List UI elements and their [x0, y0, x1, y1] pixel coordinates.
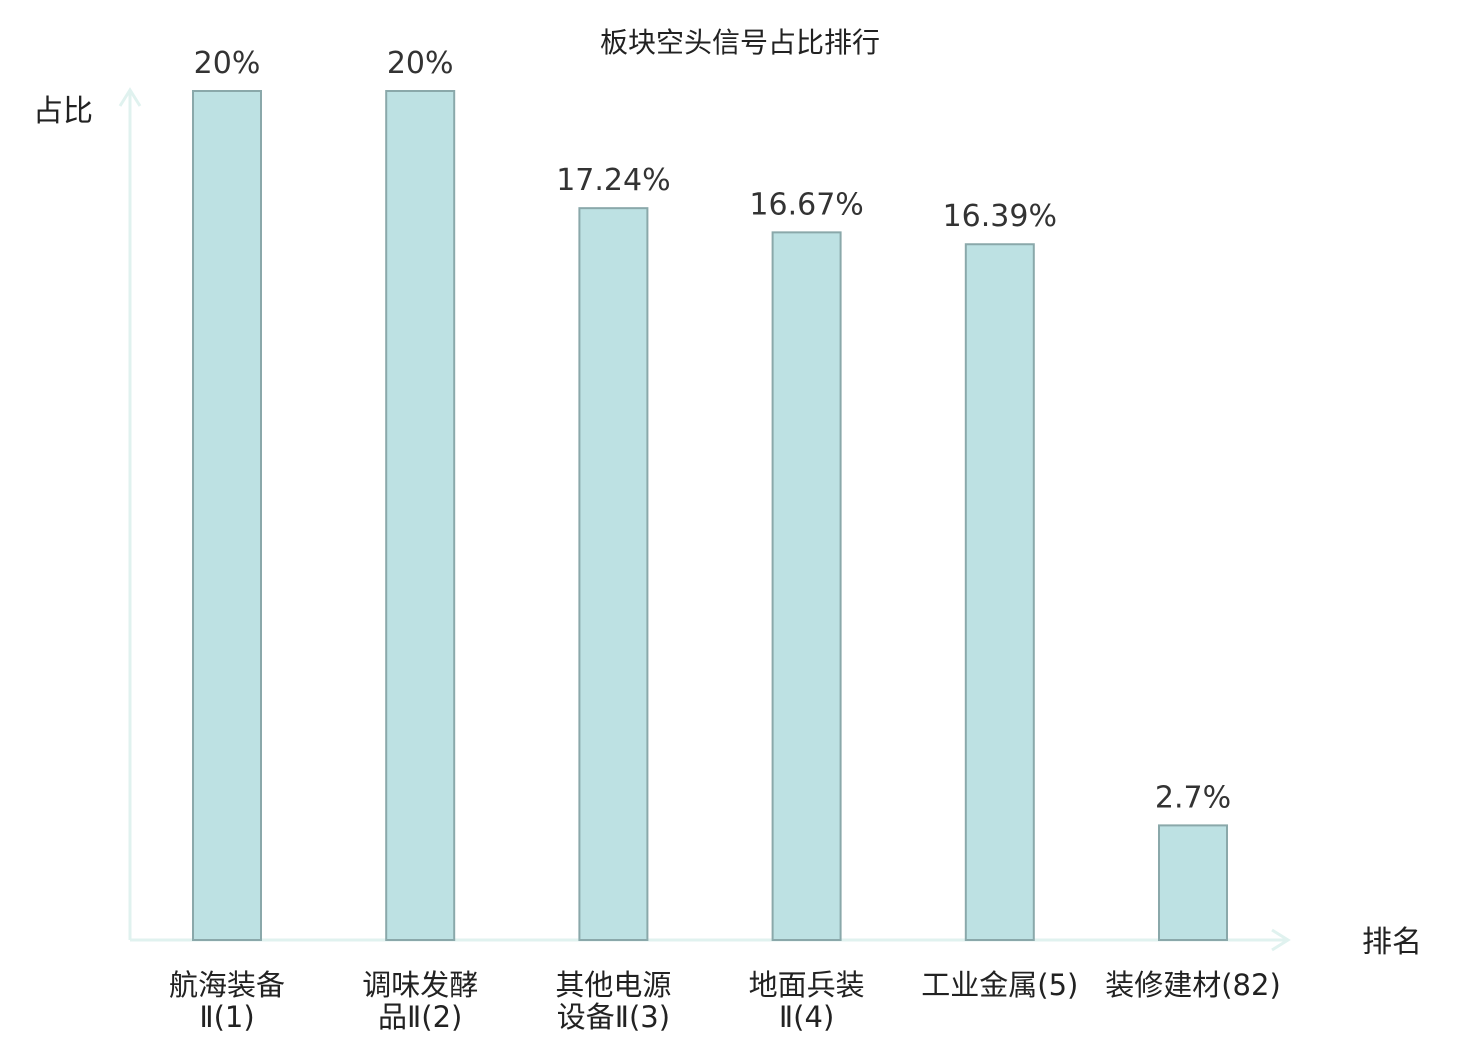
bar-5 — [964, 243, 1035, 941]
value-label-2: 20% — [387, 46, 454, 81]
value-labels-group: 20% 20% 17.24% 16.67% 16.39% 2.7% — [194, 46, 1231, 815]
bar-4 — [771, 231, 842, 941]
category-label-4-line-2: Ⅱ(4) — [779, 1000, 834, 1034]
bar-2 — [385, 90, 456, 941]
x-axis-arrow — [1271, 928, 1291, 952]
axes — [118, 87, 1291, 952]
value-label-6: 2.7% — [1155, 780, 1231, 815]
value-label-3: 17.24% — [556, 163, 670, 198]
y-axis-label: 占比 — [33, 94, 93, 129]
category-label-2-line-1: 调味发酵 — [362, 968, 478, 1002]
value-label-1: 20% — [194, 46, 261, 81]
category-label-1-line-2: Ⅱ(1) — [199, 1000, 254, 1034]
category-label-5-line-1: 工业金属(5) — [921, 968, 1078, 1002]
category-label-2-line-2: 品Ⅱ(2) — [378, 1000, 462, 1034]
bar-3 — [578, 207, 649, 942]
category-label-3-line-1: 其他电源 — [555, 968, 671, 1002]
bar-1 — [192, 90, 262, 941]
category-label-1-line-1: 航海装备 — [169, 968, 285, 1002]
category-label-3-line-2: 设备Ⅱ(3) — [557, 1000, 670, 1034]
category-label-6-line-1: 装修建材(82) — [1105, 968, 1281, 1002]
x-axis-label: 排名 — [1362, 925, 1422, 960]
y-axis-arrow — [118, 87, 142, 107]
bar-6 — [1158, 824, 1228, 942]
category-label-4-line-1: 地面兵装 — [749, 968, 865, 1002]
value-label-5: 16.39% — [943, 199, 1057, 234]
chart-title: 板块空头信号占比排行 — [600, 26, 880, 59]
value-label-4: 16.67% — [749, 187, 863, 222]
bars-group — [192, 90, 1228, 942]
